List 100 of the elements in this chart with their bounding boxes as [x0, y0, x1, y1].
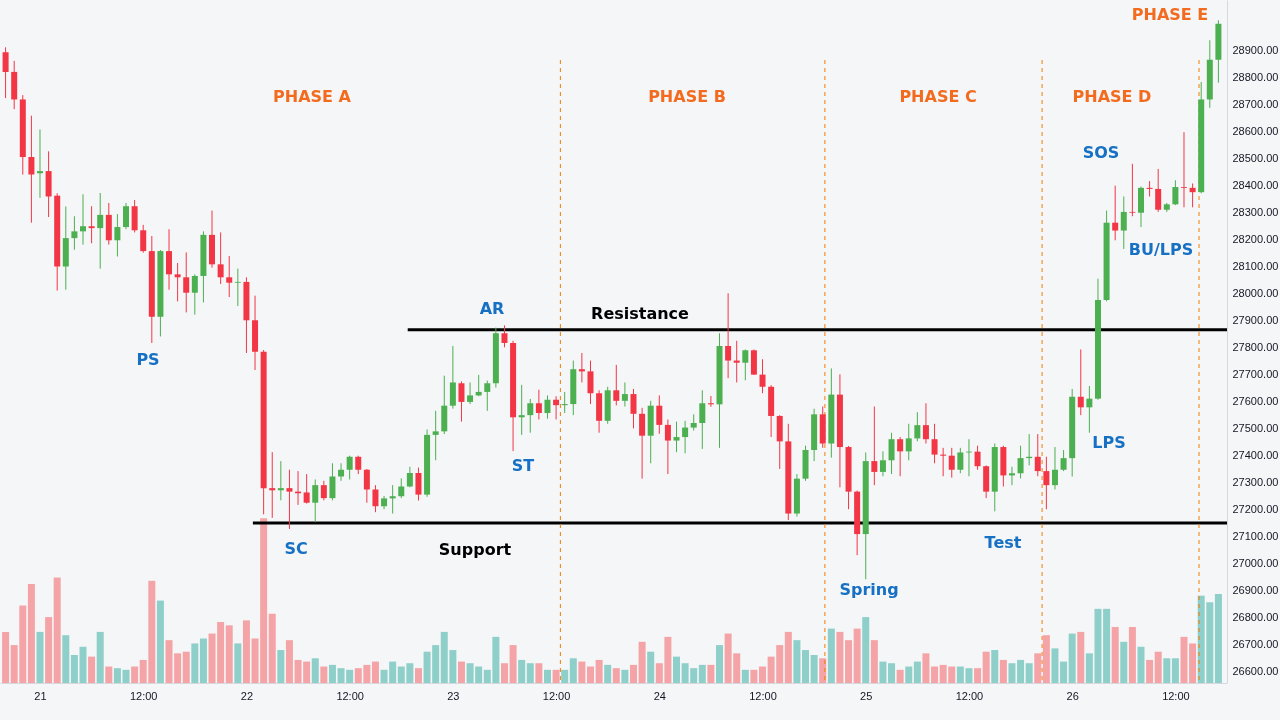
bar	[1189, 643, 1197, 683]
candlestick	[639, 407, 646, 480]
bar	[1180, 636, 1188, 683]
candlestick	[458, 380, 465, 423]
candlestick	[630, 388, 637, 429]
bar	[543, 669, 551, 683]
annotation: Support	[438, 540, 512, 559]
bar	[414, 668, 422, 683]
bar	[518, 659, 526, 683]
candlestick	[217, 231, 224, 285]
y-tick-label: 26600.00	[1232, 665, 1279, 678]
bar	[569, 658, 577, 683]
candlestick	[1008, 466, 1015, 486]
bar	[371, 661, 379, 683]
y-tick-label: 28200.00	[1232, 232, 1279, 245]
bar	[879, 661, 887, 683]
bar	[991, 650, 999, 683]
bar	[638, 641, 646, 683]
bar	[630, 664, 637, 683]
bar	[131, 666, 139, 683]
x-tick-label: 22	[240, 689, 254, 702]
candlestick	[1051, 446, 1058, 490]
candlestick	[527, 398, 534, 434]
annotation: PHASE D	[1072, 87, 1152, 106]
candlestick	[37, 128, 43, 199]
bar	[698, 664, 706, 683]
candlestick	[123, 202, 130, 230]
candlestick	[957, 447, 964, 474]
bar	[999, 659, 1007, 683]
bar	[707, 664, 715, 683]
bar	[320, 666, 328, 683]
candlestick	[97, 192, 104, 270]
y-tick-label: 28400.00	[1232, 178, 1279, 191]
bar	[285, 640, 293, 683]
y-tick-label: 27700.00	[1232, 367, 1279, 380]
candlestick	[664, 418, 671, 475]
candlestick	[888, 432, 895, 475]
bar	[53, 577, 61, 683]
bar	[827, 628, 835, 683]
bar	[673, 656, 681, 683]
y-tick-label: 26700.00	[1232, 638, 1279, 651]
candlestick	[303, 473, 310, 505]
bar	[1146, 659, 1154, 683]
y-tick-label: 27300.00	[1232, 475, 1279, 488]
bar	[810, 654, 818, 683]
bar	[586, 666, 594, 683]
candlestick	[1077, 348, 1084, 416]
annotation: Spring	[839, 580, 899, 599]
bar	[268, 613, 276, 683]
bar	[36, 631, 44, 683]
candlestick	[879, 450, 886, 477]
bar	[870, 640, 878, 683]
candlestick	[28, 115, 35, 224]
bar	[225, 625, 233, 683]
candlestick	[338, 462, 345, 482]
candlestick	[1129, 163, 1136, 217]
candlestick	[389, 484, 396, 515]
bar	[922, 653, 930, 683]
y-tick-label: 28100.00	[1232, 259, 1279, 272]
bar	[191, 643, 199, 683]
bar	[45, 617, 53, 683]
candlestick	[398, 477, 405, 499]
annotation: BU/LPS	[1128, 240, 1194, 259]
candlestick	[363, 468, 370, 504]
candlestick	[1146, 180, 1153, 197]
candlestick	[80, 193, 86, 246]
bar	[552, 669, 560, 683]
bar	[500, 663, 508, 683]
x-tick-label: 26	[1066, 689, 1079, 702]
candlestick	[501, 324, 508, 348]
candlestick	[166, 228, 173, 291]
candlestick	[226, 255, 233, 298]
bar	[1154, 651, 1162, 683]
candlestick	[286, 469, 293, 530]
bar	[1137, 646, 1145, 683]
bar	[1214, 594, 1222, 683]
bar	[1068, 633, 1076, 683]
bar	[199, 638, 207, 683]
candlestick	[535, 389, 542, 420]
bar	[1103, 608, 1111, 683]
bar	[647, 651, 655, 683]
bar	[759, 666, 767, 683]
bar	[234, 643, 242, 683]
candlestick	[449, 345, 456, 410]
candlestick	[277, 460, 284, 501]
candlestick	[561, 391, 568, 414]
candlestick	[974, 445, 981, 471]
candlestick	[733, 340, 740, 383]
bar	[750, 669, 758, 683]
bar	[982, 651, 990, 683]
annotation: AR	[479, 299, 505, 318]
candlestick	[432, 410, 439, 461]
y-tick-label: 26900.00	[1232, 584, 1279, 597]
y-tick-label: 27000.00	[1232, 557, 1279, 570]
bar	[578, 661, 586, 683]
bar	[88, 656, 96, 683]
bar	[328, 664, 336, 683]
bar	[793, 640, 801, 683]
bar	[1120, 641, 1128, 683]
bar	[931, 666, 939, 683]
